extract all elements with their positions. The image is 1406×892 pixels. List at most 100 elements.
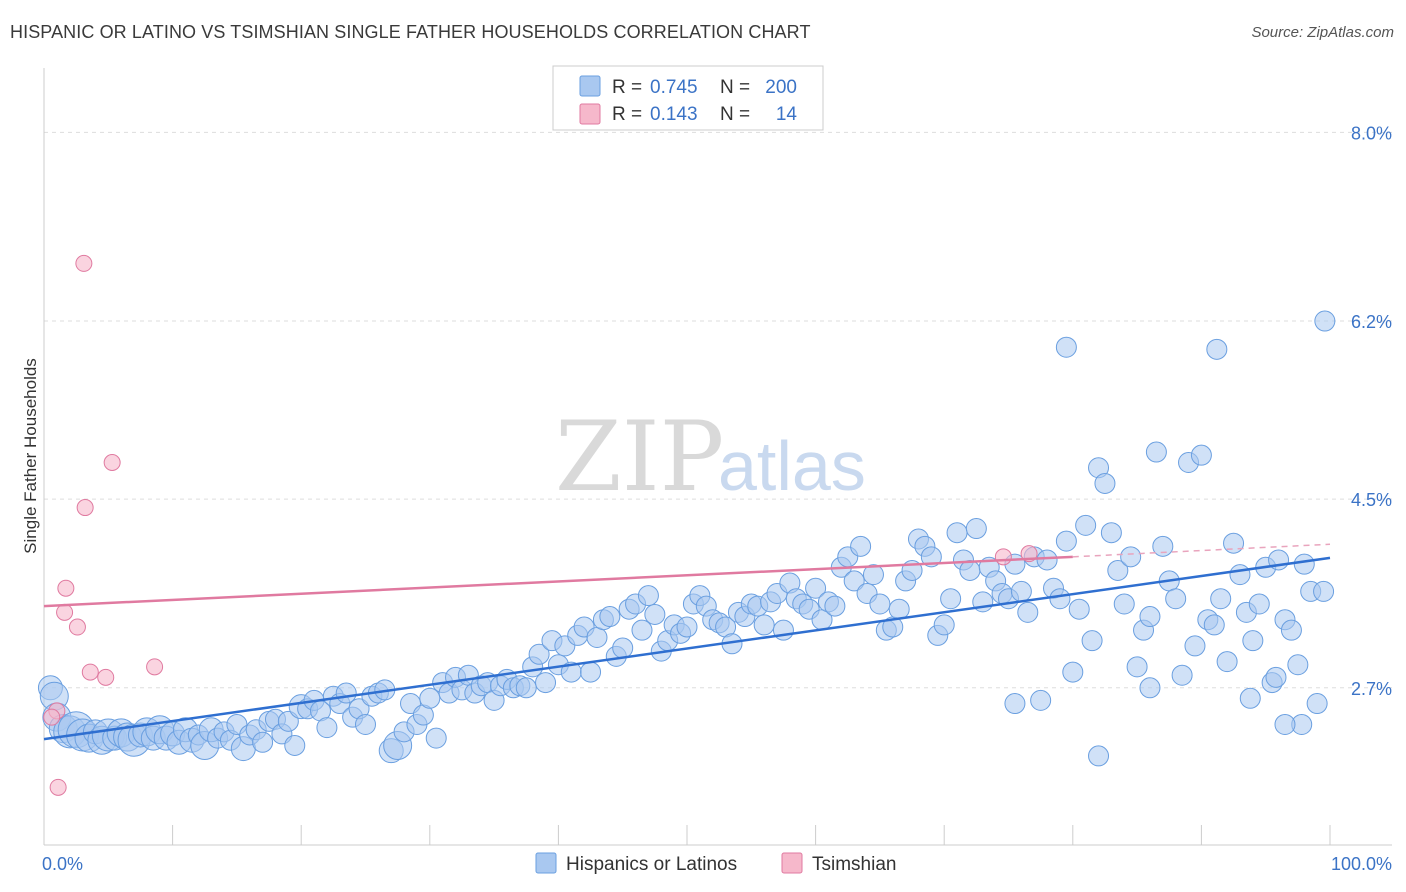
legend-n-value-pink: 14 <box>776 104 798 125</box>
hispanic-point-189 <box>1248 593 1270 615</box>
hispanic-point-206 <box>1139 677 1161 699</box>
tsimshian-points <box>43 254 1038 796</box>
watermark-atlas: atlas <box>718 427 866 505</box>
bottom-legend: Hispanics or Latinos Tsimshian <box>535 852 896 875</box>
hispanic-point-61 <box>425 727 447 749</box>
hispanic-point-173 <box>1145 441 1167 463</box>
legend-swatch-pink <box>579 103 601 125</box>
hispanic-points <box>37 310 1336 767</box>
hispanic-point-203 <box>1004 693 1026 715</box>
hispanic-point-90 <box>612 637 634 659</box>
hispanic-point-166 <box>1100 522 1122 544</box>
hispanic-point-130 <box>869 593 891 615</box>
hispanic-point-75 <box>515 677 537 699</box>
trend-lines <box>43 543 1331 741</box>
hispanic-point-127 <box>850 535 872 557</box>
hispanic-point-50 <box>355 713 376 735</box>
bottom-legend-swatch-pink <box>781 852 803 874</box>
hispanic-point-188 <box>1242 630 1264 652</box>
hispanic-point-168 <box>1113 593 1135 615</box>
hispanic-point-184 <box>1216 651 1238 673</box>
tsimshian-point-1 <box>103 454 121 471</box>
hispanic-point-160 <box>1062 661 1084 683</box>
hispanic-point-152 <box>1010 580 1032 602</box>
tick-labels: 2.7% 4.5% 6.2% 8.0% 0.0% 100.0% <box>42 123 1392 874</box>
hispanic-point-167 <box>1107 559 1129 581</box>
hispanic-point-202 <box>1314 310 1336 332</box>
hispanic-point-195 <box>1287 654 1309 676</box>
hispanic-point-93 <box>631 619 653 641</box>
tsimshian-point-8 <box>97 668 115 686</box>
hispanic-point-126 <box>843 570 865 592</box>
hispanic-point-120 <box>805 577 827 599</box>
hispanic-point-156 <box>1036 549 1058 571</box>
hispanic-point-179 <box>1184 635 1206 657</box>
y-axis-label: Single Father Households <box>21 358 40 554</box>
legend-swatch-blue <box>579 75 601 97</box>
hispanic-point-44 <box>316 717 338 739</box>
hispanic-point-140 <box>933 614 955 636</box>
hispanic-point-186 <box>1229 564 1251 586</box>
hispanic-point-123 <box>824 595 846 617</box>
hispanic-point-155 <box>1030 689 1052 711</box>
hispanic-point-180 <box>1190 444 1212 466</box>
source-label: Source: ZipAtlas.com <box>1251 24 1394 41</box>
hispanic-point-207 <box>1088 745 1110 767</box>
y-tick-label-2: 6.2% <box>1351 312 1392 332</box>
hispanic-point-88 <box>599 606 621 628</box>
tsimshian-point-11 <box>49 778 67 796</box>
hispanic-point-174 <box>1152 535 1174 557</box>
hispanic-point-209 <box>1265 666 1287 688</box>
watermark: ZIP atlas <box>555 401 866 513</box>
hispanic-point-145 <box>965 518 987 540</box>
grid-lines <box>44 131 1392 689</box>
hispanic-point-176 <box>1165 588 1187 610</box>
hispanic-point-142 <box>946 522 968 544</box>
hispanic-point-133 <box>888 598 910 620</box>
legend-n-value-blue: 200 <box>765 77 797 98</box>
tsimshian-point-5 <box>68 618 86 636</box>
hispanic-trend-line <box>43 556 1331 741</box>
hispanic-point-196 <box>1293 553 1315 575</box>
x-tick-label-0: 0.0% <box>42 854 83 874</box>
hispanic-point-208 <box>1239 687 1261 709</box>
hispanic-point-95 <box>644 603 666 625</box>
hispanic-point-144 <box>959 559 981 581</box>
x-tick-label-1: 100.0% <box>1331 854 1392 874</box>
bottom-legend-label-pink: Tsimshian <box>812 854 896 875</box>
legend-r-label-blue: R = <box>612 77 642 98</box>
tsimshian-point-2 <box>76 499 94 517</box>
y-tick-label-0: 2.7% <box>1351 679 1392 699</box>
tsimshian-trend-line <box>43 555 1073 608</box>
hispanic-point-169 <box>1120 546 1142 568</box>
hispanic-point-161 <box>1068 598 1090 620</box>
tsimshian-point-6 <box>146 658 164 676</box>
hispanic-point-153 <box>1017 601 1039 623</box>
hispanic-point-162 <box>1075 514 1097 536</box>
legend: R = 0.745 N = 200 R = 0.143 N = 14 <box>552 65 824 131</box>
tsimshian-point-4 <box>56 603 74 621</box>
chart-title: HISPANIC OR LATINO VS TSIMSHIAN SINGLE F… <box>10 22 811 42</box>
tsimshian-point-3 <box>57 579 75 597</box>
hispanic-point-86 <box>586 627 608 649</box>
hispanic-point-201 <box>1206 338 1228 360</box>
watermark-zip: ZIP <box>555 401 724 513</box>
legend-r-label-pink: R = <box>612 104 642 125</box>
bottom-legend-swatch-blue <box>535 852 557 874</box>
hispanic-point-112 <box>753 614 775 636</box>
hispanic-point-172 <box>1139 606 1161 628</box>
hispanic-point-163 <box>1081 630 1103 652</box>
hispanic-point-158 <box>1049 588 1071 610</box>
legend-n-label-blue: N = <box>720 77 750 98</box>
hispanic-point-183 <box>1210 588 1232 610</box>
hispanic-point-177 <box>1171 664 1193 686</box>
y-tick-label-1: 4.5% <box>1351 490 1392 510</box>
hispanic-point-205 <box>1274 713 1296 735</box>
tsimshian-point-0 <box>75 254 93 272</box>
hispanic-point-185 <box>1223 532 1245 554</box>
hispanic-point-141 <box>940 588 962 610</box>
hispanic-point-198 <box>1306 693 1328 715</box>
hispanic-point-94 <box>637 585 659 607</box>
tsimshian-point-10 <box>43 708 61 726</box>
